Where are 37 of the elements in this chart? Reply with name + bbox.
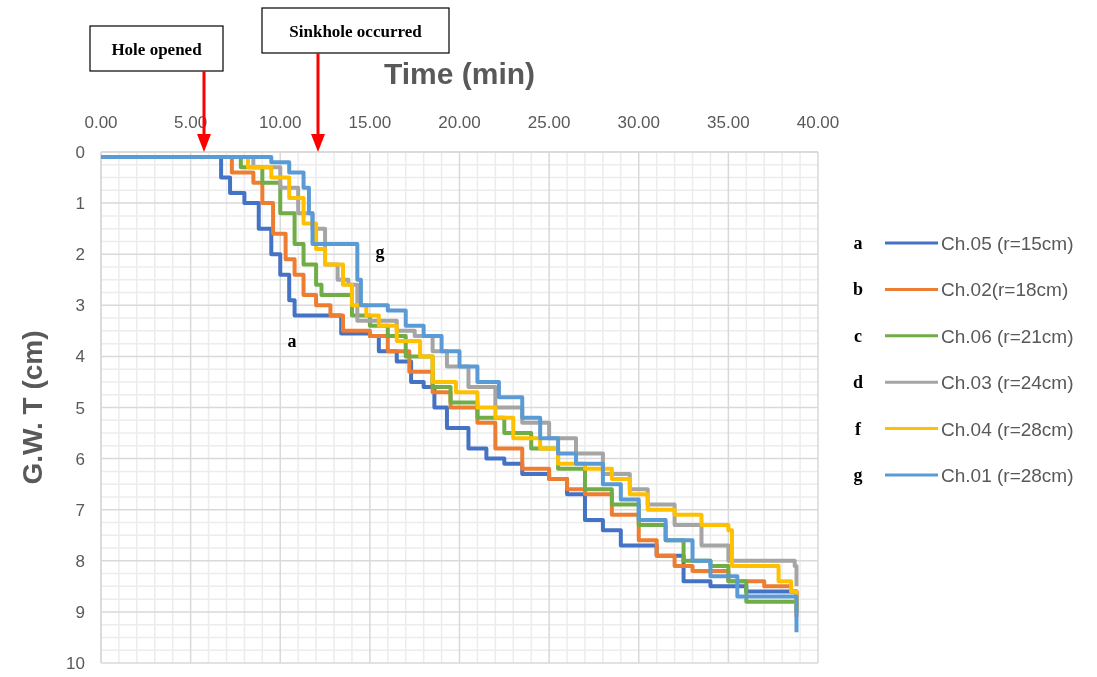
legend-label: Ch.04 (r=28cm) — [941, 418, 1074, 440]
legend-label: Ch.03 (r=24cm) — [941, 372, 1074, 394]
y-tick-label: 9 — [75, 602, 85, 622]
legend-label: Ch.05 (r=15cm) — [941, 233, 1074, 254]
legend-label: Ch.06 (r=21cm) — [941, 325, 1074, 347]
x-axis-title: Time (min) — [383, 57, 536, 90]
x-tick-label: 15.00 — [348, 113, 392, 132]
x-tick-label: 30.00 — [617, 113, 661, 132]
y-tick-label: 8 — [75, 551, 85, 571]
text: Hole opened — [111, 39, 203, 59]
y-tick-label: 1 — [75, 194, 85, 214]
y-tick-label: 6 — [75, 449, 85, 469]
x-tick-label: 25.00 — [527, 113, 571, 132]
legend-label: Ch.01 (r=28cm) — [941, 465, 1074, 486]
text: a — [853, 233, 863, 253]
text: Sinkhole occurred — [289, 21, 423, 41]
y-axis-title: G.W. T (cm) — [17, 330, 48, 485]
y-tick-label: 2 — [75, 245, 85, 265]
x-tick-label: 40.00 — [796, 113, 840, 132]
y-tick-label: 0 — [75, 143, 85, 162]
annotation: g — [375, 242, 385, 262]
y-tick-label: 3 — [75, 296, 85, 316]
annotation: a — [287, 331, 297, 351]
y-tick-label: 4 — [75, 347, 85, 367]
x-tick-label: 10.00 — [258, 113, 302, 132]
text: g — [853, 465, 863, 485]
x-tick-label: 20.00 — [438, 113, 481, 132]
y-tick-label: 5 — [75, 398, 85, 418]
y-tick-label: 7 — [75, 500, 85, 520]
text: f — [855, 418, 862, 439]
x-tick-label: 0.00 — [84, 113, 118, 132]
legend-label: Ch.02(r=18cm) — [941, 279, 1069, 301]
y-tick-label: 10 — [66, 654, 85, 673]
text: b — [852, 279, 864, 300]
x-tick-label: 35.00 — [707, 113, 750, 132]
text: d — [852, 372, 864, 393]
text: c — [854, 325, 862, 346]
